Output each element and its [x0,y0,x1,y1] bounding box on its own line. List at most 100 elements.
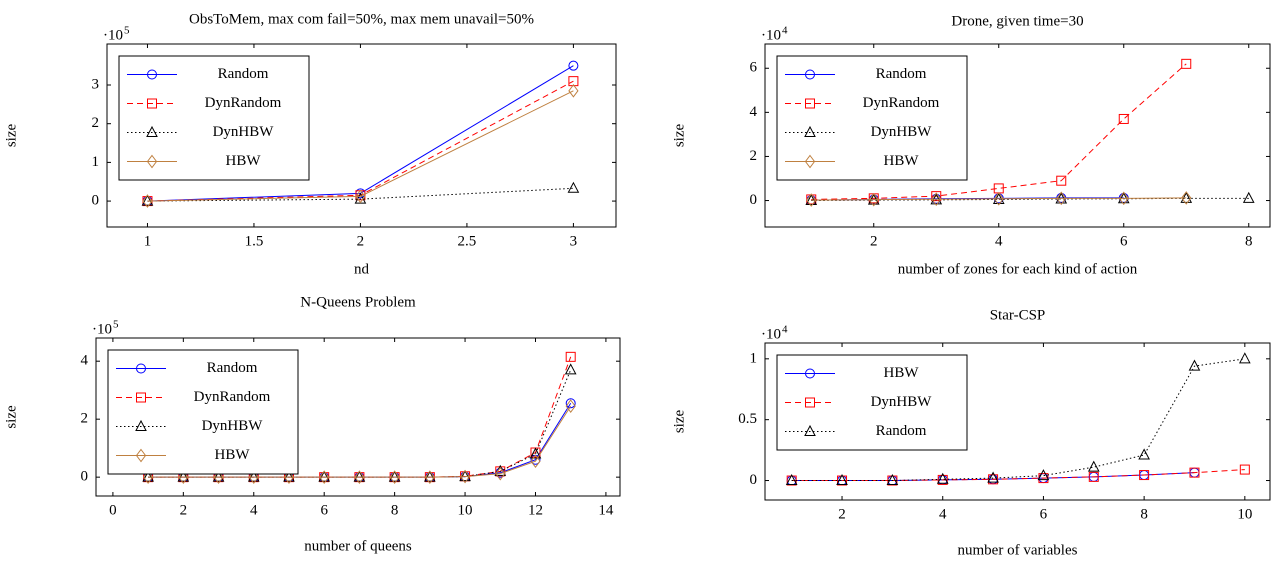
marker [988,474,999,485]
x-tick-label: 2 [838,506,846,522]
marker [388,470,401,482]
marker [495,466,506,481]
marker [248,470,259,484]
marker [565,398,576,409]
marker [424,470,436,482]
x-tick-label: 6 [1040,506,1048,522]
marker [283,470,295,482]
legend: Random DynRandom DynHBW HBW [107,349,299,475]
series-line [147,90,574,202]
marker [1139,470,1150,481]
marker [424,470,435,484]
x-tick-label: 14 [598,502,614,518]
marker [565,399,576,413]
y-tick-label: 1 [750,350,758,366]
marker [459,470,471,482]
plot-frame [95,337,621,497]
legend-label: DynHBW [871,124,933,140]
marker [212,470,225,482]
marker [178,470,189,484]
marker [530,454,541,469]
x-tick-label: 1 [144,233,152,249]
marker [319,470,330,484]
marker [318,470,331,482]
marker [459,469,471,484]
series-line [148,405,572,478]
y-tick-label: 0 [81,469,89,485]
marker [1189,467,1200,478]
marker [1239,464,1250,475]
marker [805,368,815,379]
x-axis-label: nd [354,261,370,277]
marker [1118,113,1129,124]
marker [142,470,154,482]
y-scale-exponent: 5 [124,25,130,37]
x-tick-label: 4 [250,502,258,518]
marker [937,474,948,485]
y-axis-label: size [3,405,19,429]
marker [355,189,366,204]
marker [1181,58,1192,69]
legend: Random DynRandom DynHBW HBW [118,55,310,181]
chart-title: Drone, given time=30 [951,13,1083,29]
marker [564,363,577,375]
series-line [791,469,1245,482]
marker [936,472,949,484]
legend-label: HBW [226,153,262,169]
chart-title: Star-CSP [990,307,1046,323]
y-tick-label: 2 [81,411,89,427]
marker [568,60,579,71]
marker [931,191,942,202]
y-axis-label: size [3,124,19,148]
legend: HBW DynHBW Random [776,354,968,451]
marker [1087,460,1100,472]
marker [886,473,899,486]
marker [868,192,879,207]
y-tick-label: 0.5 [738,411,757,427]
legend-box [118,55,310,181]
y-scale-base: ·10 [92,321,112,337]
legend: Random DynRandom DynHBW HBW [776,55,968,181]
x-tick-label: 4 [995,233,1003,249]
legend-label: Random [218,66,269,82]
marker [1037,469,1050,481]
y-tick-label: 3 [92,76,100,92]
legend-box [776,55,968,181]
x-axis-label: number of zones for each kind of action [898,261,1138,277]
y-tick-label: 0 [750,192,758,208]
legend-label: Random [876,66,927,82]
legend-label: HBW [884,153,920,169]
legend-label: DynRandom [205,95,282,111]
marker [141,194,154,206]
legend-label: DynRandom [194,389,271,405]
marker [142,470,154,484]
marker [1238,352,1251,364]
marker [135,448,147,463]
y-tick-label: 2 [92,115,100,131]
marker [1181,191,1192,205]
x-tick-label: 1.5 [245,233,264,249]
legend-label: DynHBW [871,394,933,410]
marker [565,351,576,362]
x-tick-label: 2.5 [458,233,477,249]
x-tick-label: 10 [458,502,473,518]
y-tick-label: 4 [750,104,758,120]
x-tick-label: 6 [320,502,328,518]
marker [931,192,942,207]
marker [213,470,224,484]
plot-frame [106,43,617,228]
legend-label: DynHBW [202,418,264,434]
chart-title: N-Queens Problem [300,294,416,310]
y-tick-label: 1 [92,154,100,170]
marker [805,397,815,408]
marker [805,98,815,109]
marker [1242,191,1255,203]
y-scale-exponent: 4 [782,324,788,336]
marker [567,181,580,193]
legend-label: Random [876,423,927,439]
x-tick-label: 3 [570,233,578,249]
y-tick-label: 2 [750,148,758,164]
marker [993,191,1004,206]
marker [1056,191,1067,206]
